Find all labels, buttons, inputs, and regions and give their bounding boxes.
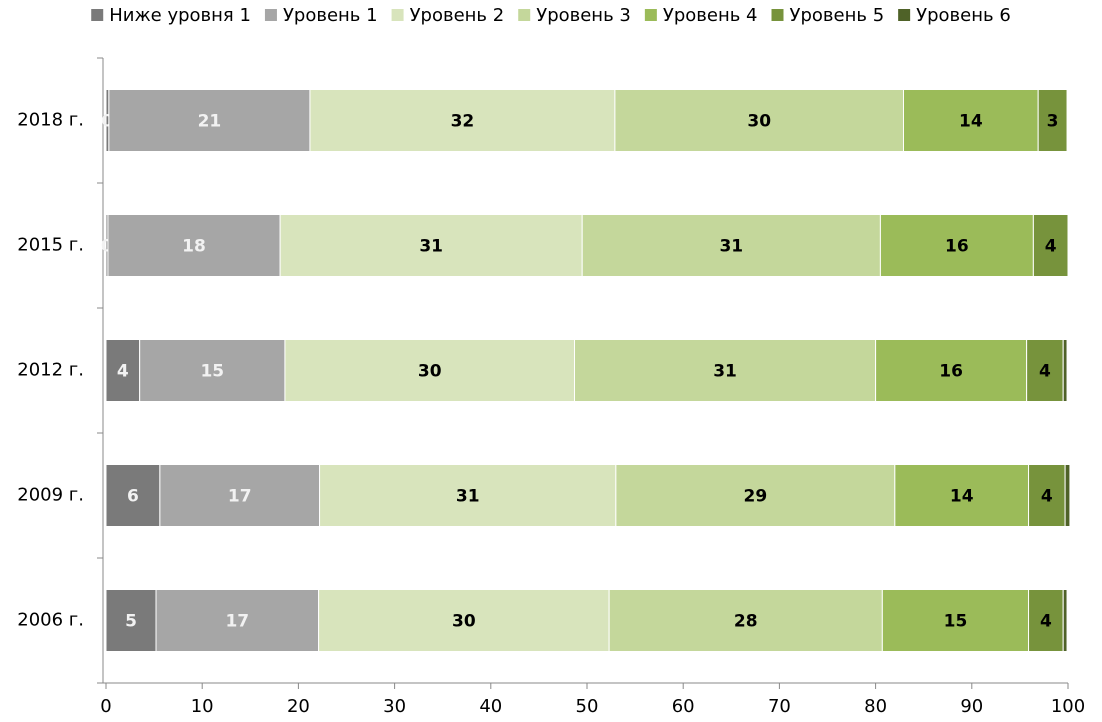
legend-label: Уровень 4 <box>663 5 758 26</box>
data-label: 3 <box>1047 112 1059 132</box>
data-label: 21 <box>198 112 222 132</box>
data-label: 31 <box>419 237 443 257</box>
y-tick-label: 2015 г. <box>17 235 84 256</box>
bar-segment <box>284 339 575 402</box>
data-label: 30 <box>452 612 476 632</box>
bar-segment <box>279 214 583 277</box>
bar-segment <box>319 464 617 527</box>
bar-segment <box>1026 339 1064 402</box>
legend-label: Уровень 2 <box>410 5 505 26</box>
x-tick-label: 0 <box>100 696 111 717</box>
data-label: 29 <box>744 487 768 507</box>
y-tick-label: 2018 г. <box>17 110 84 131</box>
y-tick-label: 2012 г. <box>17 360 84 381</box>
data-label: 4 <box>1045 237 1057 257</box>
bar-segment <box>881 589 1030 652</box>
bar-segment <box>108 89 311 152</box>
legend-label: Ниже уровня 1 <box>109 5 251 26</box>
bar-segment <box>1037 89 1068 152</box>
data-label: 6 <box>127 487 139 507</box>
bar-segment <box>105 589 157 652</box>
x-tick-label: 80 <box>864 696 887 717</box>
x-tick-label: 10 <box>191 696 214 717</box>
bar-segment <box>608 589 883 652</box>
legend-swatch <box>391 9 404 21</box>
data-label: 14 <box>950 487 974 507</box>
x-tick-label: 30 <box>383 696 406 717</box>
legend-label: Уровень 3 <box>536 5 631 26</box>
y-tick-label: 2006 г. <box>17 610 84 631</box>
data-label: 31 <box>456 487 480 507</box>
bar-segment <box>1032 214 1069 277</box>
data-label: 15 <box>200 362 224 382</box>
data-label: 14 <box>959 112 983 132</box>
bar-segment <box>1028 464 1066 527</box>
data-label: 18 <box>182 237 206 257</box>
bar-segment <box>318 589 610 652</box>
bar-segment <box>581 214 881 277</box>
bar-segment <box>309 89 616 152</box>
x-tick-label: 90 <box>960 696 983 717</box>
bar-segment <box>1064 464 1071 527</box>
data-label: 4 <box>1040 612 1052 632</box>
bar-segment <box>875 339 1028 402</box>
x-tick-label: 100 <box>1051 696 1085 717</box>
data-label: 4 <box>1041 487 1053 507</box>
bar-segment <box>879 214 1034 277</box>
legend-swatch <box>91 9 104 21</box>
data-label: 30 <box>747 112 771 132</box>
legend-swatch <box>644 9 657 21</box>
data-label: 30 <box>418 362 442 382</box>
data-label: 4 <box>1039 362 1051 382</box>
bar-segment <box>614 89 904 152</box>
bar-segment <box>105 464 161 527</box>
bar-segment <box>107 214 281 277</box>
y-tick-label: 2009 г. <box>17 485 84 506</box>
legend-swatch <box>264 9 277 21</box>
data-label: 16 <box>945 237 969 257</box>
x-tick-label: 40 <box>479 696 502 717</box>
bar-segment <box>1062 589 1068 652</box>
bar-segment <box>573 339 877 402</box>
data-label: 4 <box>117 362 129 382</box>
bar-segment <box>615 464 896 527</box>
legend-label: Уровень 6 <box>916 5 1011 26</box>
legend-label: Уровень 5 <box>790 5 885 26</box>
data-label: 31 <box>713 362 737 382</box>
data-label: 5 <box>125 612 137 632</box>
data-label: 17 <box>228 487 252 507</box>
x-tick-label: 50 <box>576 696 599 717</box>
legend-swatch <box>518 9 531 21</box>
bar-segment <box>1062 339 1068 402</box>
x-tick-label: 60 <box>672 696 695 717</box>
bar-segment <box>155 589 320 652</box>
x-tick-label: 70 <box>768 696 791 717</box>
legend-swatch <box>898 9 911 21</box>
data-label: 32 <box>451 112 475 132</box>
data-label: 28 <box>734 612 758 632</box>
bar-segment <box>894 464 1030 527</box>
data-label: 15 <box>944 612 968 632</box>
bar-segment <box>159 464 321 527</box>
legend-swatch <box>771 9 784 21</box>
x-tick-label: 20 <box>287 696 310 717</box>
data-label: 16 <box>939 362 963 382</box>
data-label: 31 <box>719 237 743 257</box>
legend-label: Уровень 1 <box>283 5 378 26</box>
data-label: 17 <box>225 612 249 632</box>
